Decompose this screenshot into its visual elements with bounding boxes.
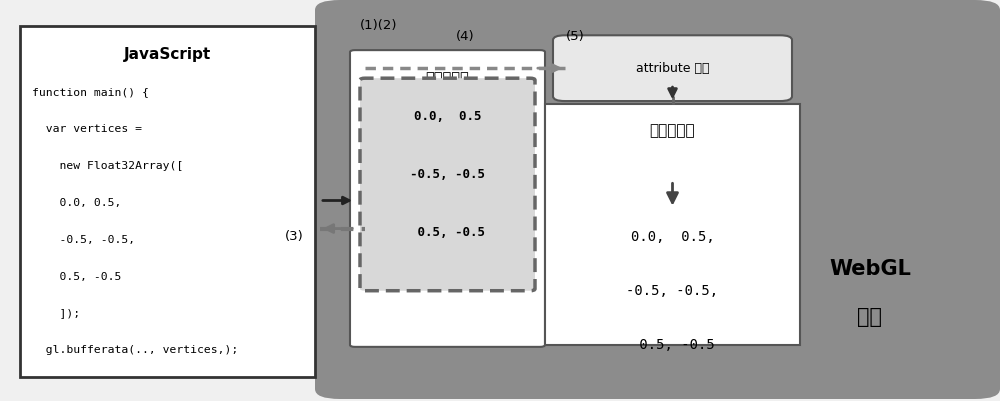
Text: (1)(2): (1)(2) (360, 19, 398, 32)
Text: new Float32Array([: new Float32Array([ (32, 161, 183, 171)
FancyBboxPatch shape (545, 104, 800, 345)
FancyBboxPatch shape (350, 50, 545, 347)
Text: ]);: ]); (32, 309, 80, 318)
Text: -0.5, -0.5,: -0.5, -0.5, (626, 284, 719, 298)
Text: function main() {: function main() { (32, 87, 149, 97)
FancyBboxPatch shape (360, 78, 535, 291)
Text: WebGL: WebGL (829, 259, 911, 279)
Text: (3): (3) (285, 230, 304, 243)
Text: 顶点着色器: 顶点着色器 (650, 123, 695, 138)
FancyBboxPatch shape (20, 26, 315, 377)
Text: 缓冲区对象: 缓冲区对象 (426, 71, 469, 86)
Text: (4): (4) (456, 30, 474, 43)
Text: -0.5, -0.5,: -0.5, -0.5, (32, 235, 135, 245)
Text: 0.0,  0.5: 0.0, 0.5 (414, 110, 481, 123)
Text: 0.5, -0.5: 0.5, -0.5 (410, 226, 485, 239)
Text: 0.0, 0.5,: 0.0, 0.5, (32, 198, 121, 208)
Text: 0.0,  0.5,: 0.0, 0.5, (631, 230, 714, 243)
Text: (5): (5) (566, 30, 584, 43)
Text: 系统: 系统 (858, 307, 883, 327)
Text: JavaScript: JavaScript (124, 47, 211, 62)
Text: gl.bufferata(.., vertices,);: gl.bufferata(.., vertices,); (32, 346, 238, 355)
Text: 0.5, -0.5: 0.5, -0.5 (32, 272, 121, 282)
FancyBboxPatch shape (315, 0, 1000, 399)
Text: attribute 变量: attribute 变量 (636, 62, 709, 75)
Text: var vertices =: var vertices = (32, 124, 142, 134)
Text: 0.5, -0.5: 0.5, -0.5 (631, 338, 714, 352)
Text: -0.5, -0.5: -0.5, -0.5 (410, 168, 485, 181)
FancyBboxPatch shape (553, 35, 792, 101)
